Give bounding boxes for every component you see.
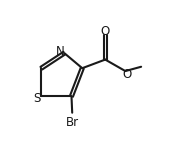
Text: O: O xyxy=(101,25,110,38)
Text: Br: Br xyxy=(66,116,79,129)
Text: N: N xyxy=(56,45,64,58)
Text: S: S xyxy=(34,92,41,105)
Text: O: O xyxy=(122,68,131,81)
